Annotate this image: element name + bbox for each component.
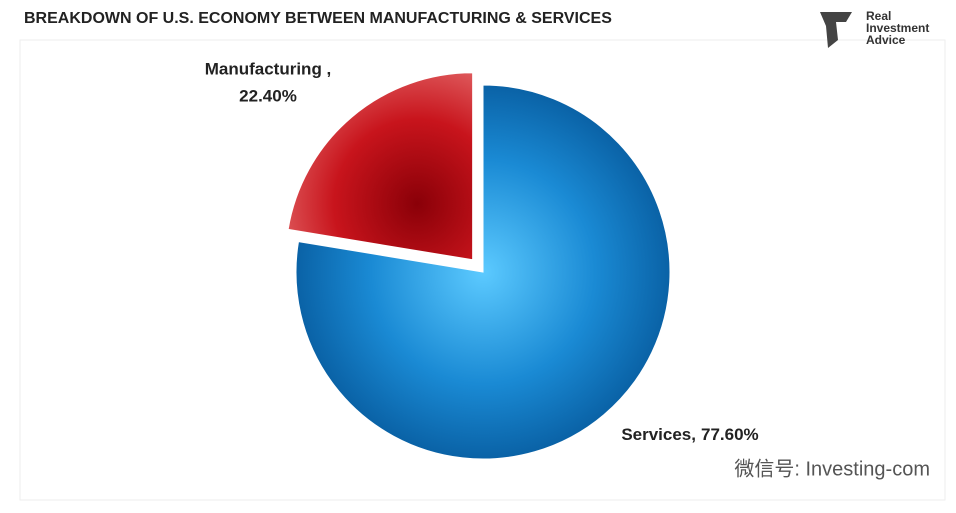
label-category: Services,	[621, 425, 696, 444]
logo-text: Real	[866, 9, 891, 23]
label-value: 77.60%	[701, 425, 759, 444]
watermark: 微信号: Investing-com	[734, 457, 930, 480]
data-label: Manufacturing ,	[205, 59, 332, 78]
pie-slice	[295, 84, 671, 460]
logo-text: Investment	[866, 21, 929, 35]
logo: Real Investment Advice	[820, 9, 929, 48]
logo-icon	[820, 12, 852, 48]
data-label: 22.40%	[239, 86, 297, 105]
data-label: Services, 77.60%	[621, 425, 758, 444]
logo-text: Advice	[866, 33, 906, 47]
chart-title: BREAKDOWN OF U.S. ECONOMY BETWEEN MANUFA…	[24, 10, 612, 27]
plot-frame	[19, 39, 946, 501]
pie-slice	[287, 72, 474, 261]
